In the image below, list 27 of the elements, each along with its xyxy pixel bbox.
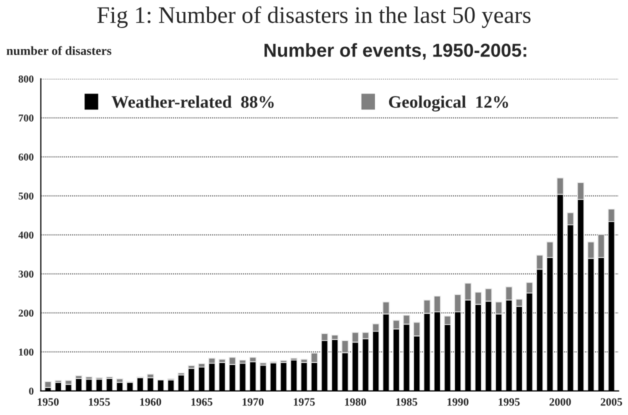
y-tick-label: 400: [18, 232, 34, 239]
x-tick-label: 1965: [191, 398, 212, 406]
y-tick-label: 800: [18, 76, 34, 83]
x-tick-label: 1950: [38, 398, 59, 406]
bar: [44, 381, 52, 388]
y-tick-label: 200: [18, 310, 34, 317]
legend-label: Geological 12%: [389, 96, 508, 112]
y-tick-label: 0: [29, 388, 34, 395]
x-tick-label: 1975: [294, 398, 315, 406]
x-tick-label: 1955: [88, 398, 110, 406]
x-tick-label: 1970: [242, 398, 264, 406]
legend-label: Weather-related 88%: [112, 96, 274, 108]
y-tick-label: 300: [18, 270, 34, 278]
y-tick-label: 600: [18, 154, 34, 161]
chart-title: Fig 1: Number of disasters in the last 50 years: [97, 6, 531, 28]
chart-subtitle: Number of events, 1950-2005:: [264, 43, 526, 60]
y-tick-label: 700: [18, 114, 34, 122]
y-tick-label: 100: [19, 348, 34, 356]
x-tick-label: 2005: [600, 398, 622, 406]
x-tick-label: 2000: [550, 398, 571, 406]
x-tick-label: 1980: [345, 398, 366, 406]
y-axis-title: number of disasters: [6, 46, 112, 56]
x-tick-label: 1995: [498, 398, 520, 406]
x-tick-label: 1990: [448, 398, 468, 406]
x-tick-label: 1960: [140, 398, 162, 406]
x-tick-label: 1985: [396, 398, 418, 406]
y-tick-label: 500: [18, 192, 34, 200]
